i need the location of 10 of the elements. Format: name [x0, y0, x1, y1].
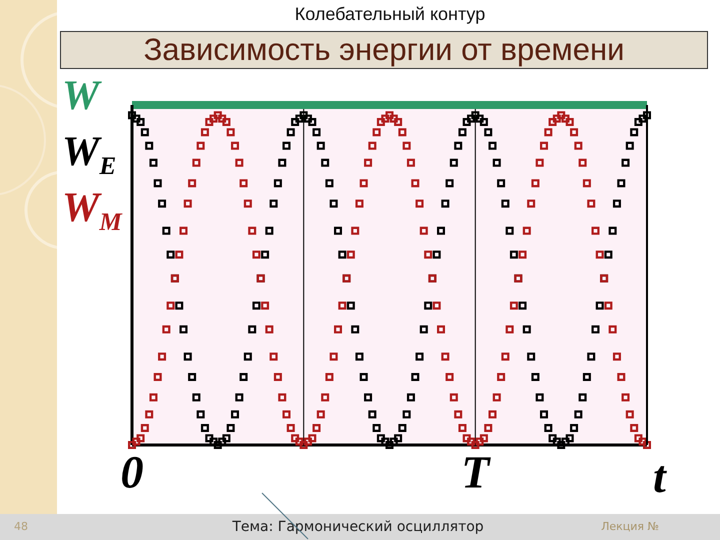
chart-title: Колебательный контур	[294, 4, 486, 25]
series-label: W$_{M}$	[62, 184, 122, 236]
chart-subtitle: Зависимость энергии от времени	[60, 31, 708, 69]
x-tick-label: 0	[120, 446, 144, 498]
x-tick-label: T	[461, 446, 492, 498]
series-label: W$_{E}$	[62, 128, 118, 180]
text: 48	[14, 519, 29, 535]
series-label: W	[62, 72, 103, 121]
x-axis-title: t	[653, 450, 666, 504]
text: Лекция №	[600, 519, 660, 535]
